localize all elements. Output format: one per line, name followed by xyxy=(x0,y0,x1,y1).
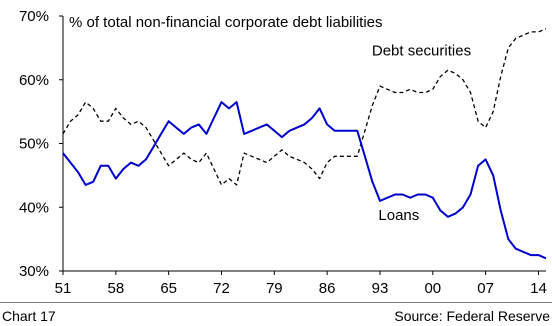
x-tick-label: 58 xyxy=(107,280,124,297)
series-line-debt-securities xyxy=(62,28,547,186)
x-tick-label: 65 xyxy=(160,280,177,297)
x-tick-label: 14 xyxy=(530,280,547,297)
x-tick-label: 79 xyxy=(266,280,283,297)
y-tick-label: 50% xyxy=(19,136,49,153)
series-line-loans xyxy=(62,101,547,260)
x-tick-label: 93 xyxy=(372,280,389,297)
chart-title: % of total non-financial corporate debt … xyxy=(69,14,383,31)
axes xyxy=(62,16,546,272)
x-tick-label: 86 xyxy=(319,280,336,297)
x-tick-label: 72 xyxy=(213,280,230,297)
labels: % of total non-financial corporate debt … xyxy=(69,14,471,224)
y-tick-label: 60% xyxy=(19,72,49,89)
footer-divider xyxy=(0,302,552,303)
chart-number: Chart 17 xyxy=(2,308,56,324)
footer: Chart 17 Source: Federal Reserve xyxy=(0,302,552,326)
source-note: Source: Federal Reserve xyxy=(394,308,550,324)
annotation-loans: Loans xyxy=(378,207,419,224)
y-tick-label: 30% xyxy=(19,263,49,280)
y-tick-label: 40% xyxy=(19,199,49,216)
x-tick-label: 07 xyxy=(477,280,494,297)
x-tick-label: 51 xyxy=(55,280,72,297)
x-tick-label: 00 xyxy=(424,280,441,297)
y-tick-label: 70% xyxy=(19,8,49,25)
annotation-debt-securities: Debt securities xyxy=(372,43,471,60)
series-lines xyxy=(62,28,547,260)
ticks: 30% 40% 50% 60% 70% 51 58 65 72 79 86 93 00 07 14 xyxy=(19,8,547,297)
